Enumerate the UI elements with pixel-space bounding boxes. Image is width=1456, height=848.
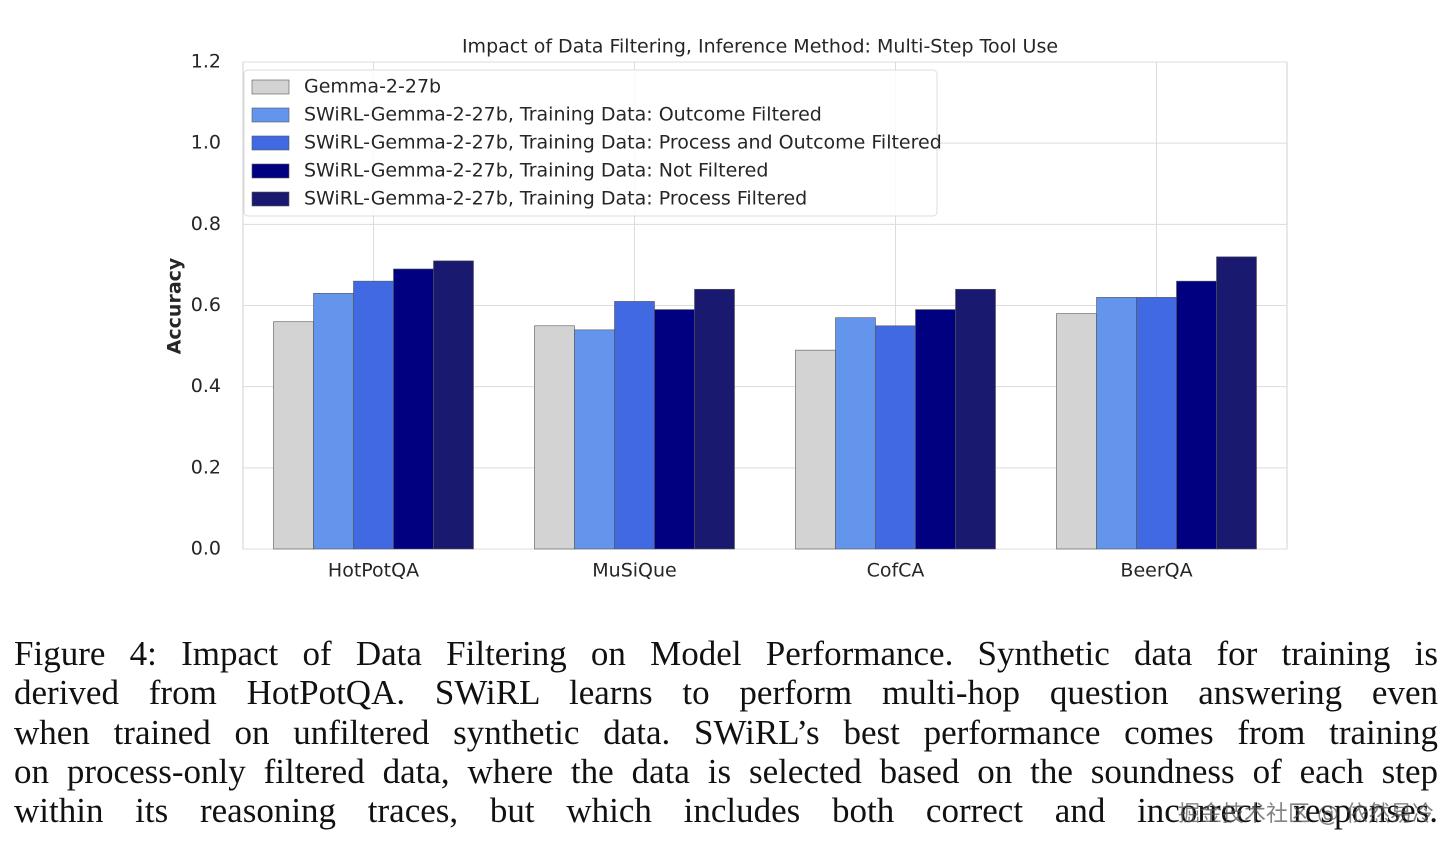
y-tick-label: 1.0 [191, 132, 221, 154]
bar [393, 268, 434, 550]
legend-swatch [251, 107, 290, 123]
bar [1216, 256, 1257, 550]
bar [433, 260, 474, 550]
bar [614, 301, 655, 550]
legend-swatch [251, 163, 290, 179]
bar [1056, 313, 1097, 550]
bar [574, 329, 615, 550]
legend-swatch [251, 135, 290, 151]
caption-line: within its reasoning traces, but which i… [14, 791, 1438, 831]
y-tick-label: 0.6 [191, 294, 221, 316]
legend-swatch [251, 79, 290, 95]
caption: Figure 4: Impact of Data Filtering on Mo… [14, 634, 1438, 830]
bar [313, 293, 354, 550]
caption-line: when trained on unfiltered synthetic dat… [14, 712, 1438, 752]
legend-swatch [251, 191, 290, 207]
y-tick-label: 0.8 [191, 213, 221, 235]
bar [534, 325, 575, 550]
caption-line: Figure 4: Impact of Data Filtering on Mo… [14, 634, 1438, 673]
legend-label: SWiRL-Gemma-2-27b, Training Data: Outcom… [304, 104, 822, 126]
bar [353, 280, 394, 550]
chart: Impact of Data Filtering, Inference Meth… [164, 36, 1288, 582]
bar [835, 317, 876, 550]
bar [1176, 280, 1217, 550]
x-tick-label: HotPotQA [328, 560, 419, 582]
bar [875, 325, 916, 550]
y-tick-label: 0.2 [191, 456, 221, 478]
x-tick-label: MuSiQue [592, 560, 676, 582]
bar [915, 309, 956, 550]
legend-label: SWiRL-Gemma-2-27b, Training Data: Proces… [304, 132, 942, 154]
legend-label: SWiRL-Gemma-2-27b, Training Data: Not Fi… [304, 160, 768, 182]
x-tick-label: BeerQA [1120, 560, 1192, 582]
bar [1136, 297, 1177, 550]
bar [1096, 297, 1137, 550]
bar [795, 349, 836, 550]
bar [273, 321, 314, 550]
legend-label: Gemma-2-27b [304, 76, 441, 98]
bar [654, 309, 695, 550]
legend-box [243, 69, 938, 217]
y-tick-label: 1.2 [191, 51, 221, 73]
y-tick-label: 0.0 [191, 538, 221, 560]
x-tick-label: CofCA [867, 560, 925, 582]
y-axis-label: Accuracy [164, 257, 186, 354]
legend-label: SWiRL-Gemma-2-27b, Training Data: Proces… [304, 188, 807, 210]
bar [694, 288, 735, 550]
y-tick-label: 0.4 [191, 375, 221, 397]
watermark: 掘金技术社区 @ 依然易冷 [1178, 802, 1434, 827]
caption-line: derived from HotPotQA. SWiRL learns to p… [14, 673, 1438, 713]
chart-title: Impact of Data Filtering, Inference Meth… [462, 36, 1058, 58]
bar [955, 288, 996, 550]
caption-line: on process-only filtered data, where the… [14, 751, 1438, 791]
